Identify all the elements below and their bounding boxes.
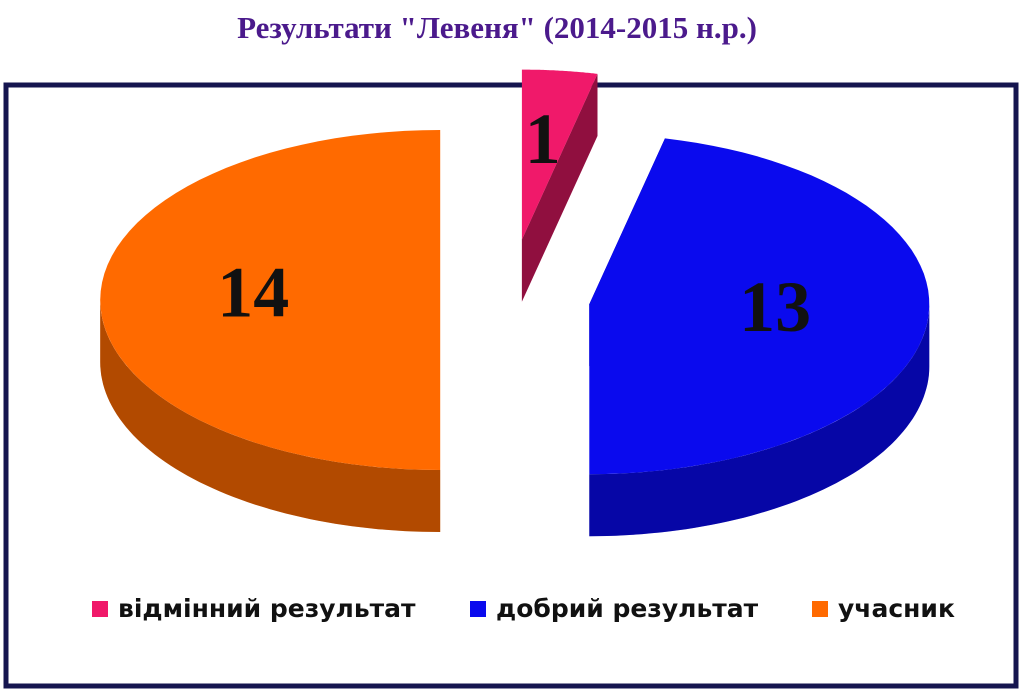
slice — [521, 69, 598, 240]
slice — [589, 138, 930, 475]
value-label: 13 — [739, 267, 811, 347]
slice-side-shade — [100, 300, 441, 532]
legend-label: учасник — [838, 594, 955, 623]
legend: відмінний результат добрий результат учасн… — [92, 594, 955, 623]
legend-label: добрий результат — [496, 594, 759, 623]
slice — [100, 130, 441, 470]
slice-wall-shade — [521, 73, 598, 302]
pie-tops — [100, 69, 930, 475]
legend-swatch — [470, 601, 486, 617]
value-label: 1 — [525, 99, 561, 179]
legend-swatch — [812, 601, 828, 617]
slice-side — [589, 304, 930, 537]
slice-side — [100, 300, 441, 532]
slice-wall — [521, 73, 598, 302]
value-label: 14 — [217, 253, 289, 333]
legend-swatch — [92, 601, 108, 617]
slice-side-shade — [589, 304, 930, 537]
chart-frame — [3, 82, 1019, 689]
legend-label: відмінний результат — [118, 594, 416, 623]
chart-title: Результати "Левеня" (2014-2015 н.р.) — [237, 10, 757, 45]
value-labels: 1 13 14 — [217, 99, 811, 347]
